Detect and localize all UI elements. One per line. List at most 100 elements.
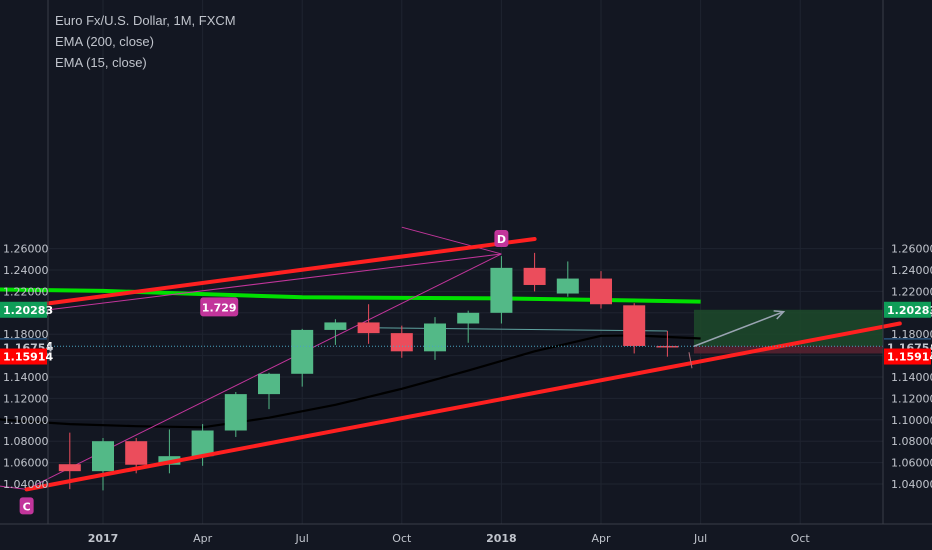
y-tick-label-right: 1.24000 (891, 264, 932, 277)
y-tick-label-left: 1.14000 (3, 371, 49, 384)
x-tick-label: Apr (591, 532, 611, 545)
price-label-text: 1.20283 (887, 304, 932, 317)
grid-lines (48, 0, 883, 524)
ratio-label-text: 1.729 (202, 301, 237, 314)
candle[interactable] (656, 330, 679, 357)
price-label-right[interactable]: 1.20283 (884, 301, 932, 318)
x-tick-label: Apr (193, 532, 213, 545)
x-tick-label: Oct (791, 532, 811, 545)
price-label-left[interactable]: 1.20283 (0, 301, 53, 318)
y-tick-label-right: 1.14000 (891, 371, 932, 384)
candle[interactable] (324, 319, 347, 345)
candle[interactable] (224, 391, 247, 437)
position-zones[interactable] (693, 309, 883, 354)
candle[interactable] (590, 271, 612, 309)
price-label-left[interactable]: 1.15914 (0, 348, 53, 365)
candle-body[interactable] (623, 305, 646, 346)
pattern-line[interactable] (0, 479, 27, 490)
candle[interactable] (92, 437, 114, 491)
candle-body[interactable] (258, 373, 280, 395)
y-tick-label-left: 1.18000 (3, 328, 49, 341)
price-label-bg (884, 301, 931, 318)
candle-body[interactable] (324, 322, 347, 330)
price-label-bg (0, 301, 47, 318)
target-zone[interactable] (693, 309, 883, 347)
y-tick-label-right: 1.26000 (891, 243, 932, 256)
candle-body[interactable] (590, 278, 612, 305)
y-tick-label-right: 1.04000 (891, 478, 932, 491)
candle-body[interactable] (125, 441, 148, 465)
candle-body[interactable] (556, 278, 579, 294)
pattern-label-bg (19, 497, 34, 515)
ema15-line[interactable] (0, 334, 701, 429)
y-tick-label-right: 1.18000 (891, 328, 932, 341)
candles[interactable] (58, 252, 679, 491)
candle-body[interactable] (656, 345, 679, 348)
candle-body[interactable] (357, 322, 380, 334)
candle-body[interactable] (92, 441, 114, 472)
x-tick-label: Jul (693, 532, 707, 545)
candle[interactable] (390, 325, 413, 358)
price-label-text: 1.15914 (3, 351, 53, 364)
pattern-point-label[interactable]: D (494, 229, 509, 247)
candle[interactable] (523, 252, 546, 292)
y-tick-label-left: 1.04000 (3, 478, 49, 491)
candle[interactable] (457, 310, 480, 343)
pattern-label-text: C (23, 500, 31, 513)
candle[interactable] (258, 372, 280, 410)
x-tick-label: Oct (392, 532, 412, 545)
price-label-right[interactable]: 1.15914 (884, 348, 932, 365)
pattern-label-bg (494, 229, 509, 247)
y-tick-label-left: 1.08000 (3, 435, 49, 448)
candle[interactable] (623, 303, 646, 354)
pattern-point-label[interactable]: C (19, 497, 34, 515)
candle-body[interactable] (224, 394, 247, 431)
legend-ema15[interactable]: EMA (15, close) (55, 55, 147, 70)
candle[interactable] (357, 304, 380, 344)
x-tick-label: Jul (295, 532, 309, 545)
y-tick-label-right: 1.08000 (891, 435, 932, 448)
candle[interactable] (424, 317, 446, 360)
ratio-label-bg (200, 297, 239, 317)
candle-body[interactable] (457, 312, 480, 324)
legend-ema200[interactable]: EMA (200, close) (55, 34, 154, 49)
y-tick-label-left: 1.06000 (3, 457, 49, 470)
stop-zone[interactable] (693, 346, 883, 354)
price-label-bg (0, 348, 47, 365)
forecast-arrow-head (773, 310, 786, 320)
price-label-text: 1.20283 (3, 304, 53, 317)
candle-body[interactable] (490, 267, 513, 313)
x-tick-label: 2017 (88, 532, 119, 545)
y-tick-label-right: 1.10000 (891, 414, 932, 427)
legend-symbol-title[interactable]: Euro Fx/U.S. Dollar, 1M, FXCM (55, 13, 236, 28)
candle[interactable] (291, 328, 314, 387)
y-tick-label-right: 1.06000 (891, 457, 932, 470)
trendline[interactable] (24, 321, 902, 492)
chart-legend: Euro Fx/U.S. Dollar, 1M, FXCM EMA (200, … (55, 10, 236, 73)
y-tick-label-left: 1.10000 (3, 414, 49, 427)
candle[interactable] (191, 424, 214, 466)
y-tick-label-left: 1.22000 (3, 285, 49, 298)
candle[interactable] (556, 261, 579, 297)
candle-body[interactable] (424, 323, 446, 352)
candle-body[interactable] (58, 464, 81, 472)
y-tick-label-left: 1.12000 (3, 392, 49, 405)
candle-body[interactable] (191, 430, 214, 457)
ratio-label[interactable]: 1.729 (200, 297, 239, 317)
price-label-text: 1.15914 (887, 351, 932, 364)
y-tick-label-right: 1.22000 (891, 285, 932, 298)
candle[interactable] (490, 256, 513, 324)
candle-body[interactable] (390, 333, 413, 352)
candle-body[interactable] (291, 329, 314, 374)
candle-body[interactable] (523, 267, 546, 285)
forecast-arrow-line[interactable] (693, 311, 784, 347)
y-tick-label-left: 1.26000 (3, 243, 49, 256)
x-tick-label: 2018 (486, 532, 517, 545)
pattern-line[interactable] (401, 226, 502, 255)
horizontal-ray[interactable] (368, 327, 668, 332)
y-tick-label-left: 1.24000 (3, 264, 49, 277)
y-tick-label-right: 1.12000 (891, 392, 932, 405)
